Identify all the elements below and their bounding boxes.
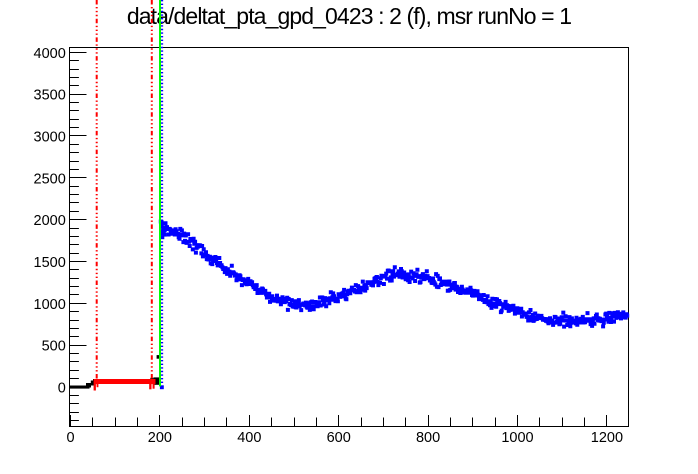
svg-text:data/deltat_pta_gpd_0423 : 2 (: data/deltat_pta_gpd_0423 : 2 (f), msr ru… (127, 3, 571, 29)
svg-text:3000: 3000 (34, 130, 66, 146)
svg-text:1000: 1000 (34, 297, 66, 313)
svg-text:600: 600 (327, 430, 351, 446)
svg-text:0: 0 (58, 381, 66, 397)
svg-text:0: 0 (66, 430, 74, 446)
svg-text:3500: 3500 (34, 88, 66, 104)
svg-text:2000: 2000 (34, 213, 66, 229)
svg-text:800: 800 (416, 430, 440, 446)
svg-text:1200: 1200 (591, 430, 623, 446)
svg-text:1000: 1000 (501, 430, 533, 446)
svg-text:4000: 4000 (34, 46, 66, 62)
svg-text:1500: 1500 (34, 255, 66, 271)
svg-text:200: 200 (148, 430, 172, 446)
svg-text:400: 400 (237, 430, 261, 446)
svg-text:500: 500 (42, 339, 66, 355)
svg-text:2500: 2500 (34, 171, 66, 187)
